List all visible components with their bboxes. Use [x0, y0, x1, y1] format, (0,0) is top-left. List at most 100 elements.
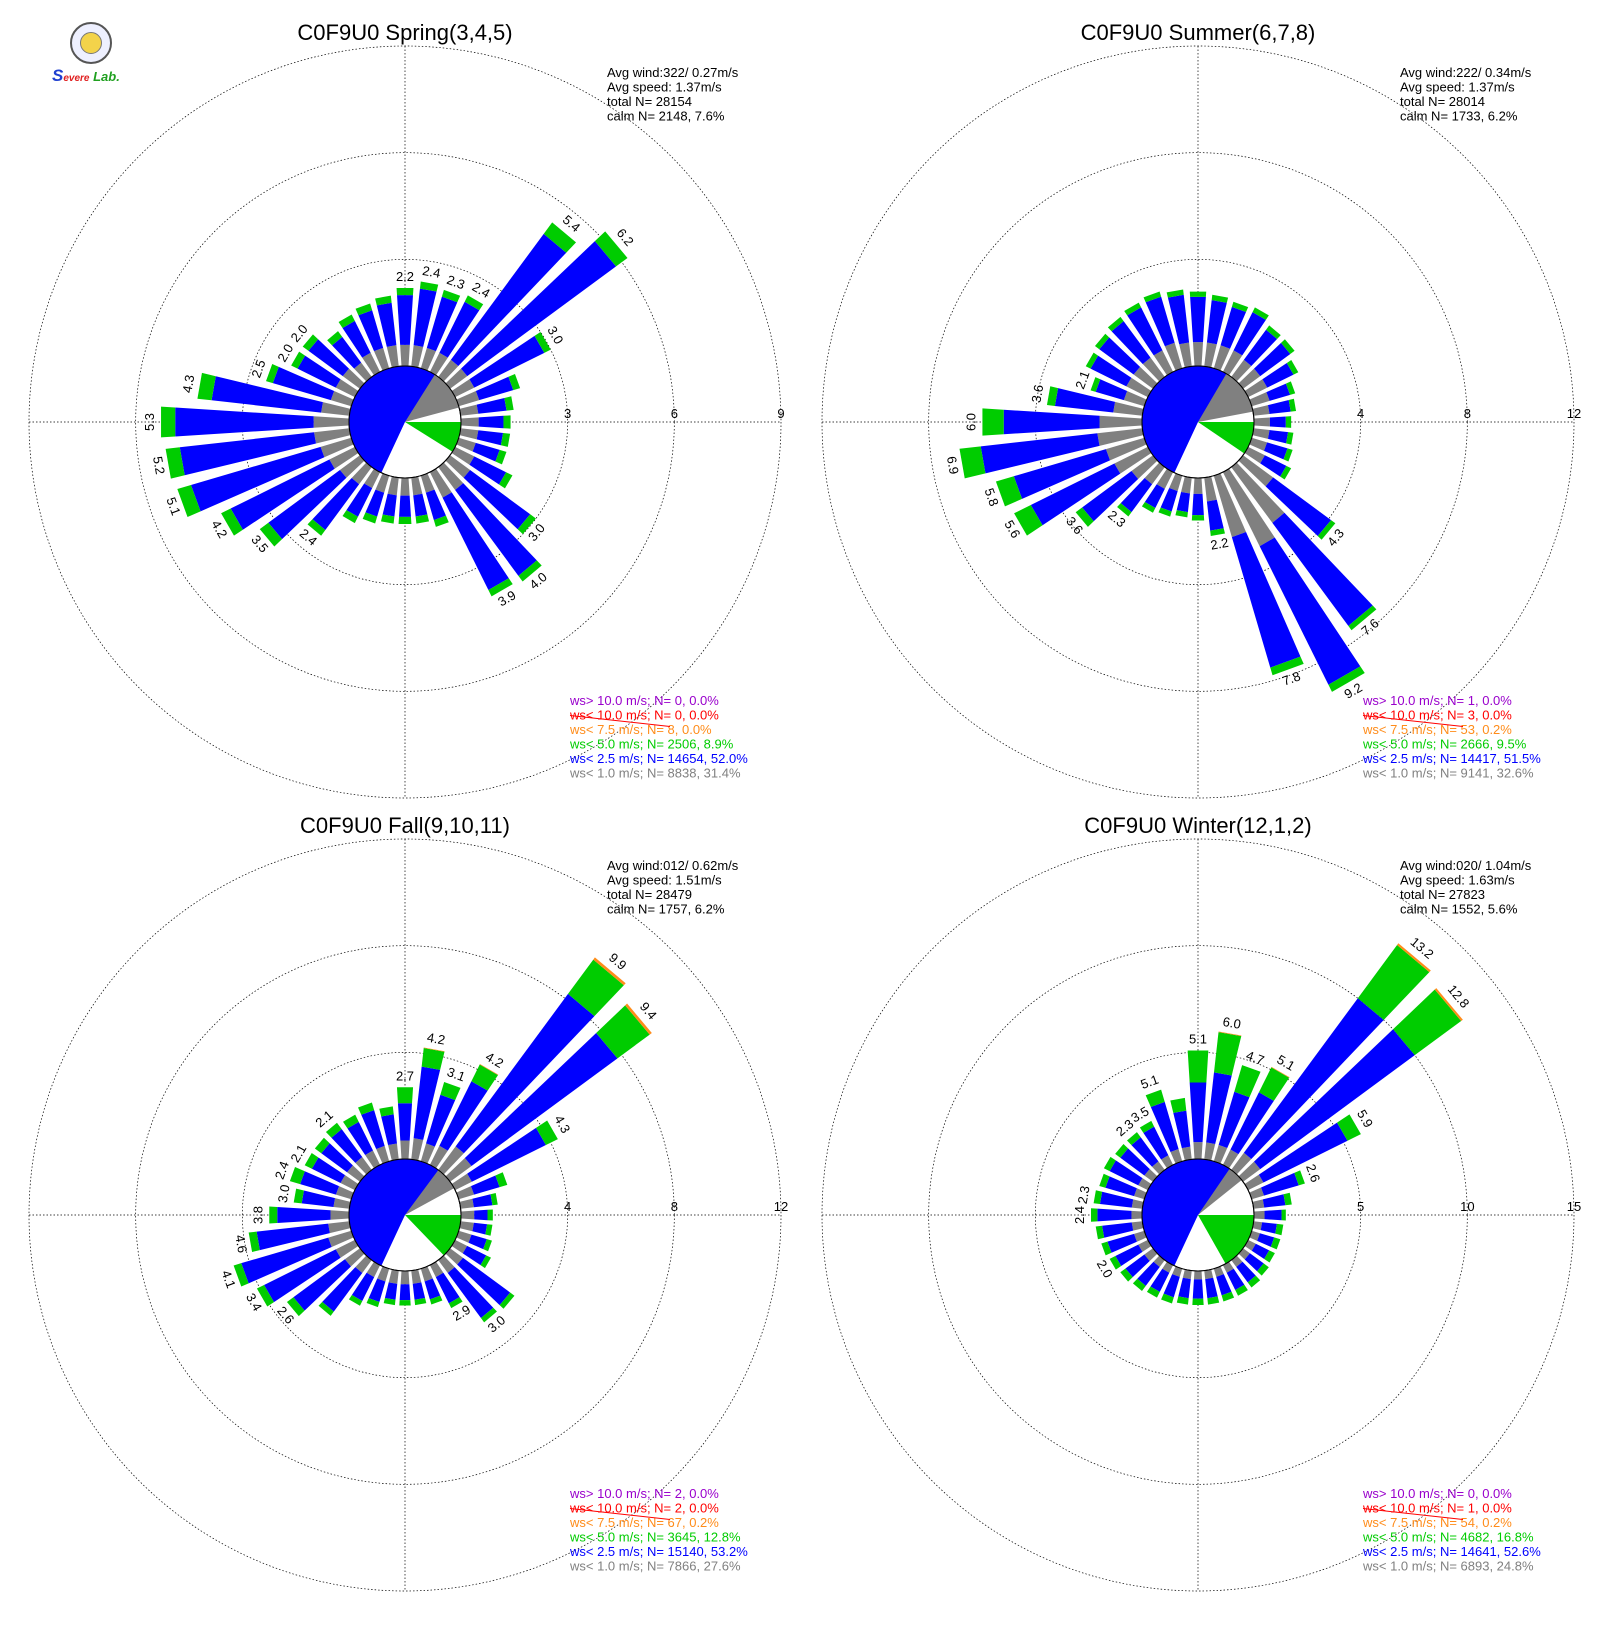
bar-segment-lt5: [327, 331, 343, 346]
bar-segment-lt1: [1153, 350, 1174, 376]
bar-total-label: 2.6: [1303, 1162, 1323, 1184]
bar-segment-lt5: [221, 508, 243, 536]
bar-segment-lt1: [460, 1210, 475, 1220]
legend-strike-line: [1362, 715, 1464, 727]
bar-segment-lt5: [165, 447, 185, 479]
bar-segment-lt1: [1222, 1149, 1239, 1169]
bar-segment-lt5: [485, 1224, 493, 1236]
bar-segment-lt1: [351, 462, 372, 485]
bar-segment-lt1: [354, 362, 372, 382]
bar-segment-lt1: [1231, 1152, 1252, 1175]
legend-entry: ws< 2.5 m/s; N= 15140, 53.2%: [569, 1544, 748, 1559]
bar-segment-lt7_5: [1271, 1066, 1290, 1078]
calm-circle-outline: [1141, 365, 1255, 479]
bar-segment-lt5: [1283, 1192, 1292, 1206]
bar-segment-lt5: [433, 515, 449, 527]
bar-segment-lt5: [1090, 377, 1101, 392]
ring-tick-label: 10: [1460, 1199, 1474, 1214]
severe-storm-lab-logo: Severe Lab.: [50, 22, 150, 92]
bar-segment-lt5: [1120, 1268, 1133, 1282]
bar-segment-lt2_5: [1107, 1233, 1137, 1253]
legend-strike-line: [569, 1508, 671, 1520]
bar-segment-lt1: [388, 1143, 399, 1161]
logo-wordmark: Severe Lab.: [52, 66, 120, 85]
bar-segment-lt1: [1193, 477, 1203, 494]
bar-segment-lt1: [451, 446, 475, 465]
bar-segment-lt1: [400, 1270, 410, 1285]
bar-segment-lt5: [1357, 944, 1430, 1020]
bar-segment-lt1: [377, 1266, 390, 1282]
bar-segment-lt5: [1117, 503, 1132, 517]
bar-segment-lt2_5: [1244, 1253, 1264, 1272]
ring-tick-label: 3: [564, 406, 571, 421]
stats-line: Avg wind:222/ 0.34m/s: [1400, 65, 1532, 80]
bar-total-label: 2.1: [1072, 369, 1092, 391]
bar-segment-lt5: [355, 303, 373, 316]
bar-segment-lt5: [1275, 1223, 1284, 1236]
bar-segment-lt5: [490, 1193, 498, 1206]
bar-segment-lt2_5: [211, 376, 323, 413]
bar-segment-lt5: [396, 1087, 414, 1104]
bar-segment-lt5: [480, 1255, 491, 1269]
bar-segment-lt5: [1328, 666, 1365, 692]
bar-segment-lt2_5: [1267, 400, 1291, 414]
bar-total-label: 4.3: [179, 374, 197, 394]
legend-entry: ws> 10.0 m/s; N= 1, 0.0%: [1362, 693, 1512, 708]
bar-segment-lt2_5: [1127, 307, 1163, 356]
wind-rose-panel-2: C0F9U0 Summer(6,7,8)4 8 124.37.69.27.82.22…: [821, 20, 1581, 799]
bar-total-label: 6.0: [963, 413, 978, 431]
wind-rose-panel-3: C0F9U0 Fall(9,10,11) 4 8 12 2.7 4.2 3.1 4.2 9.9 9…: [28, 813, 788, 1592]
bar-segment-lt5: [534, 331, 551, 353]
bar-segment-lt2_5: [1262, 362, 1294, 388]
bar-segment-lt1: [328, 1221, 351, 1234]
bar-total-label: 5.1: [163, 495, 183, 517]
ring-tick-label: 5: [1357, 1199, 1364, 1214]
bar-segment-lt2_5: [464, 1032, 618, 1166]
bar-segment-lt1: [1138, 1178, 1152, 1191]
bar-segment-lt2_5: [469, 456, 507, 485]
bar-segment-lt2_5: [1099, 1191, 1134, 1208]
bar-segment-lt5: [1270, 656, 1304, 676]
bar-segment-lt1: [335, 1239, 359, 1258]
bar-segment-lt1: [1113, 401, 1144, 416]
legend-entry: ws> 10.0 m/s; N= 0, 0.0%: [569, 693, 719, 708]
bar-segment-lt1: [1222, 468, 1275, 547]
bar-segment-lt5: [1139, 1120, 1155, 1133]
bar-segment-lt5: [348, 1294, 363, 1306]
bar-segment-lt2_5: [256, 1223, 330, 1251]
bar-segment-lt1: [400, 477, 410, 496]
bar-segment-lt2_5: [1261, 1172, 1299, 1196]
bar-segment-lt1: [1144, 462, 1165, 485]
bar-segment-lt1: [329, 446, 359, 469]
bar-segment-lt1: [388, 1269, 399, 1284]
calm-circle-outline: [348, 1158, 462, 1272]
bar-segment-lt5: [1103, 1156, 1116, 1172]
bar-segment-lt1: [1131, 1199, 1144, 1209]
bar-total-label: 3.0: [544, 324, 566, 347]
bar-total-label: 4.3: [551, 1113, 573, 1136]
bar-segment-lt2_5: [1137, 1261, 1160, 1286]
bar-segment-lt2_5: [472, 1222, 488, 1235]
bar-segment-lt5: [440, 1081, 461, 1101]
bar-segment-lt2_5: [1145, 296, 1175, 347]
ring-tick-label: 4: [564, 1199, 571, 1214]
bar-segment-lt2_5: [1095, 379, 1128, 401]
bar-segment-lt1: [429, 468, 452, 498]
bar-segment-lt2_5: [1120, 1148, 1150, 1176]
bar-segment-lt2_5: [399, 1284, 411, 1301]
legend-entry: ws< 7.5 m/s; N= 67, 0.2%: [569, 1515, 719, 1530]
bar-segment-lt1: [386, 345, 399, 368]
bar-segment-lt2_5: [1003, 409, 1100, 435]
bar-segment-lt1: [1131, 455, 1158, 480]
bar-segment-lt2_5: [1173, 1110, 1191, 1149]
bar-segment-lt1: [1213, 345, 1231, 371]
legend-entry: ws< 5.0 m/s; N= 4682, 16.8%: [1362, 1530, 1534, 1545]
bar-segment-lt1: [1126, 377, 1152, 398]
bar-segment-lt5: [959, 446, 986, 479]
bar-segment-lt1: [1138, 1239, 1152, 1252]
bar-segment-lt2_5: [277, 1206, 331, 1224]
bar-total-label: 5.4: [560, 212, 583, 235]
bar-segment-lt2_5: [457, 1257, 511, 1306]
bar-total-label: 2.3: [445, 272, 467, 292]
bar-segment-lt2_5: [1243, 329, 1278, 366]
